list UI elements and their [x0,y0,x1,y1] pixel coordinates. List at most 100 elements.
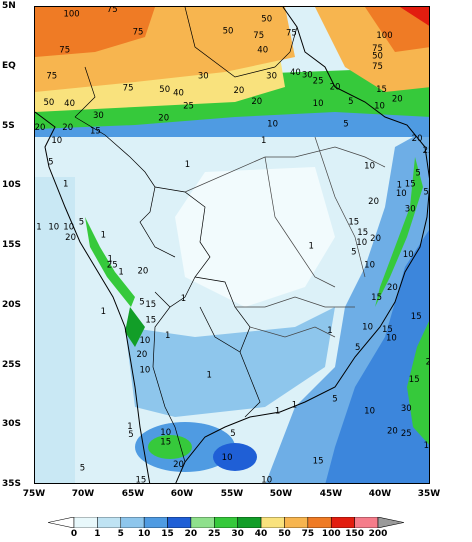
contour-value-label: 30 [198,72,209,82]
state-borders-5 [249,326,336,338]
contour-value-label: 20 [370,234,381,244]
contour-value-label: 40 [64,99,75,109]
contour-value-label: 20 [392,94,403,104]
lon-tick-label: 45W [319,489,343,499]
contour-value-label: 1 [127,422,132,432]
colorbar [48,517,404,528]
coastline-layer [35,7,429,483]
colorbar-over-arrow [377,517,404,528]
interior-dry [175,167,335,307]
contour-value-label: 20 [62,123,73,133]
contour-value-label: 15 [424,441,430,451]
lat-tick-label: 30S [2,419,22,429]
contour-value-label: 15 [135,476,146,484]
lon-tick-label: 70W [71,489,95,499]
contour-value-label: 10 [362,323,373,333]
colorbar-level-label: 0 [70,529,78,539]
contour-value-label: 100 [63,10,79,20]
colorbar-under-arrow [48,517,75,528]
atlantic-green-patch [407,321,429,445]
lat-tick-label: 20S [2,300,22,310]
contour-value-label: 20 [158,114,169,124]
contour-value-label: 15 [405,179,416,189]
contour-value-label: 10 [139,366,150,376]
contour-value-label: 50 [43,98,54,108]
colorbar-swatch [167,517,192,528]
colorbar-swatch [284,517,309,528]
coastline [35,7,429,483]
state-borders-1 [184,146,386,193]
contour-value-label: 25 [183,102,194,112]
contour-value-label: 75 [372,62,383,72]
contour-value-label: 25 [426,357,430,367]
contour-value-label: 100 [376,31,392,41]
contour-value-label: 1 [181,294,186,304]
contour-value-label: 20 [387,283,398,293]
atlantic-deep-shading [325,230,429,483]
contour-value-label: 10 [51,136,62,146]
contour-value-label: 30 [93,111,104,121]
colorbar-level-label: 150 [345,529,365,539]
border-guyana [274,26,298,68]
contour-value-label: 5 [48,158,53,168]
contour-value-label: 1 [397,180,402,190]
contour-value-label: 20 [412,134,423,144]
contour-value-label: 20 [368,197,379,207]
contour-value-label: 5 [423,188,428,198]
colorbar-swatch [237,517,262,528]
contour-value-label: 1 [292,400,297,410]
north-band-red [35,7,155,57]
country-borders [74,7,386,463]
south-blob-3 [213,443,257,471]
contour-value-label: 50 [159,85,170,95]
contour-value-label: 5 [80,464,85,474]
lat-tick-label: 35S [2,479,22,489]
contour-value-label: 20 [233,86,244,96]
contour-value-label: 5 [128,430,133,440]
lat-tick-label: 10S [2,180,22,190]
contour-value-label: 15 [160,437,171,447]
contour-value-label: 75 [133,28,144,38]
contour-value-label: 15 [90,127,101,137]
colorbar-level-label: 40 [254,529,268,539]
contour-value-label: 10 [364,406,375,416]
lon-tick-label: 60W [170,489,194,499]
colorbar-swatch [307,517,332,528]
contour-value-label: 10 [386,333,397,343]
contour-value-label: 1 [118,268,123,278]
contour-value-label: 20 [173,460,184,470]
colorbar-swatch [97,517,122,528]
contour-value-label: 5 [415,169,420,179]
contour-value-label: 10 [261,476,272,484]
colorbar-level-label: 50 [278,529,291,539]
contour-value-label: 1 [101,231,106,241]
contour-value-label: 10 [48,222,59,232]
border-bolivia [154,186,211,308]
contour-value-label: 15 [376,85,387,95]
contour-value-label: 1 [63,179,68,189]
contour-value-label: 15 [357,228,368,238]
contour-value-label: 15 [313,457,324,467]
colorbar-level-label: 25 [208,529,221,539]
contour-value-label: 15 [371,293,382,303]
colorbar-swatch [354,517,379,528]
contour-value-label: 30 [302,71,313,81]
contour-value-label: 10 [160,428,171,438]
east-coast-strip [375,157,423,307]
contour-value-label: 1 [275,406,280,416]
contour-value-label: 1 [36,222,41,232]
contour-value-label: 10 [403,250,414,260]
contour-value-label: 1 [165,331,170,341]
contour-value-label: 5 [243,483,248,484]
contour-value-label: 1 [206,370,211,380]
contour-value-label: 15 [411,312,422,322]
contour-value-label: 75 [372,44,383,54]
colorbar-swatch [120,517,145,528]
contour-value-label: 15 [145,300,156,310]
colorbar-level-label: 5 [117,529,124,539]
contour-value-label: 5 [355,343,360,353]
colorbar-level-label: 15 [161,529,174,539]
state-borders-3 [314,136,366,278]
contour-value-label: 20 [387,427,398,437]
